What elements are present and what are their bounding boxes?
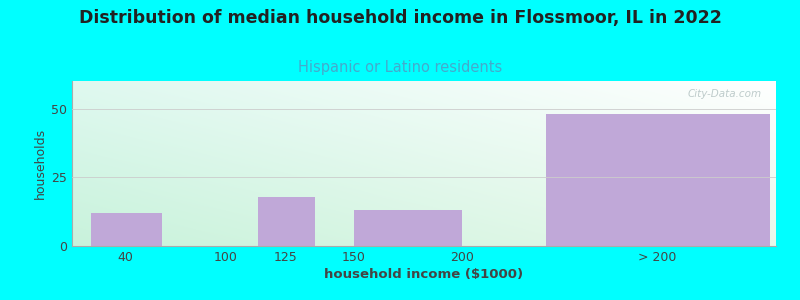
Bar xyxy=(258,196,315,246)
X-axis label: household income ($1000): household income ($1000) xyxy=(325,268,523,281)
Bar xyxy=(91,213,162,246)
Text: Hispanic or Latino residents: Hispanic or Latino residents xyxy=(298,60,502,75)
Bar xyxy=(354,210,462,246)
Y-axis label: households: households xyxy=(34,128,47,199)
Text: City-Data.com: City-Data.com xyxy=(688,89,762,99)
Bar xyxy=(546,114,770,246)
Text: Distribution of median household income in Flossmoor, IL in 2022: Distribution of median household income … xyxy=(78,9,722,27)
